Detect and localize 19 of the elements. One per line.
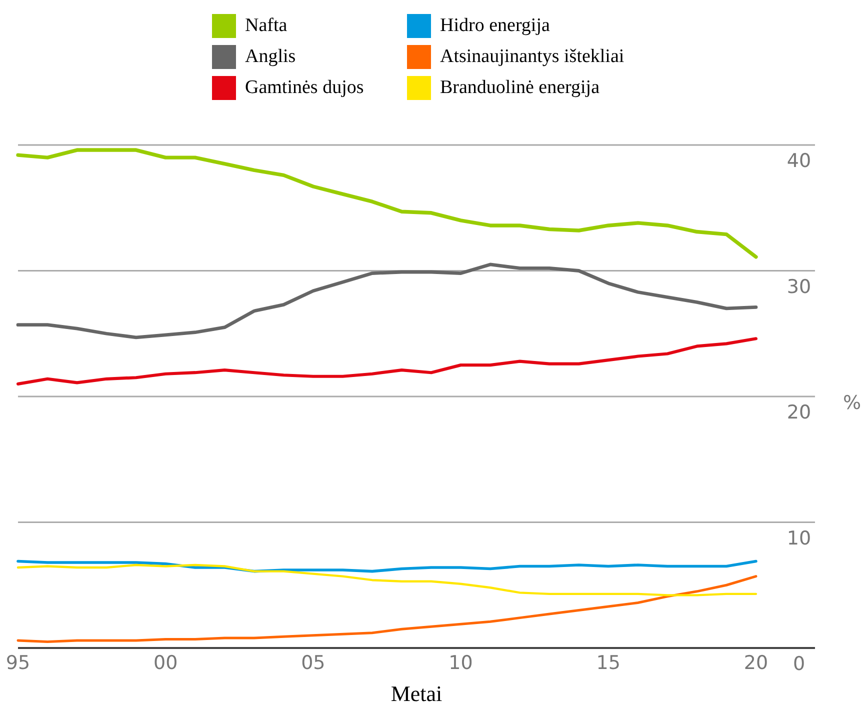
x-tick-label: 15: [596, 652, 620, 674]
x-tick-label: 05: [301, 652, 326, 674]
legend-label: Gamtinės dujos: [245, 77, 364, 98]
legend-label: Atsinaujinantys ištekliai: [440, 46, 624, 67]
x-tick-label: 10: [448, 652, 473, 674]
x-tick-label: 20: [744, 652, 768, 674]
y-tick-label: 0: [792, 653, 806, 675]
legend-label: Branduolinė energija: [440, 77, 600, 98]
legend-label: Anglis: [245, 46, 296, 67]
y-tick-label: 30: [786, 276, 812, 298]
legend-label: Hidro energija: [440, 15, 550, 36]
x-axis-title: Metai: [390, 681, 442, 706]
x-tick-label: 00: [154, 652, 178, 674]
y-axis-title: %: [842, 392, 862, 414]
x-tick-label: 95: [6, 652, 30, 674]
y-tick-label: 10: [786, 527, 812, 550]
legend-label: Nafta: [245, 15, 288, 36]
y-tick-label: 40: [786, 150, 812, 172]
y-tick-label: 20: [786, 402, 812, 424]
